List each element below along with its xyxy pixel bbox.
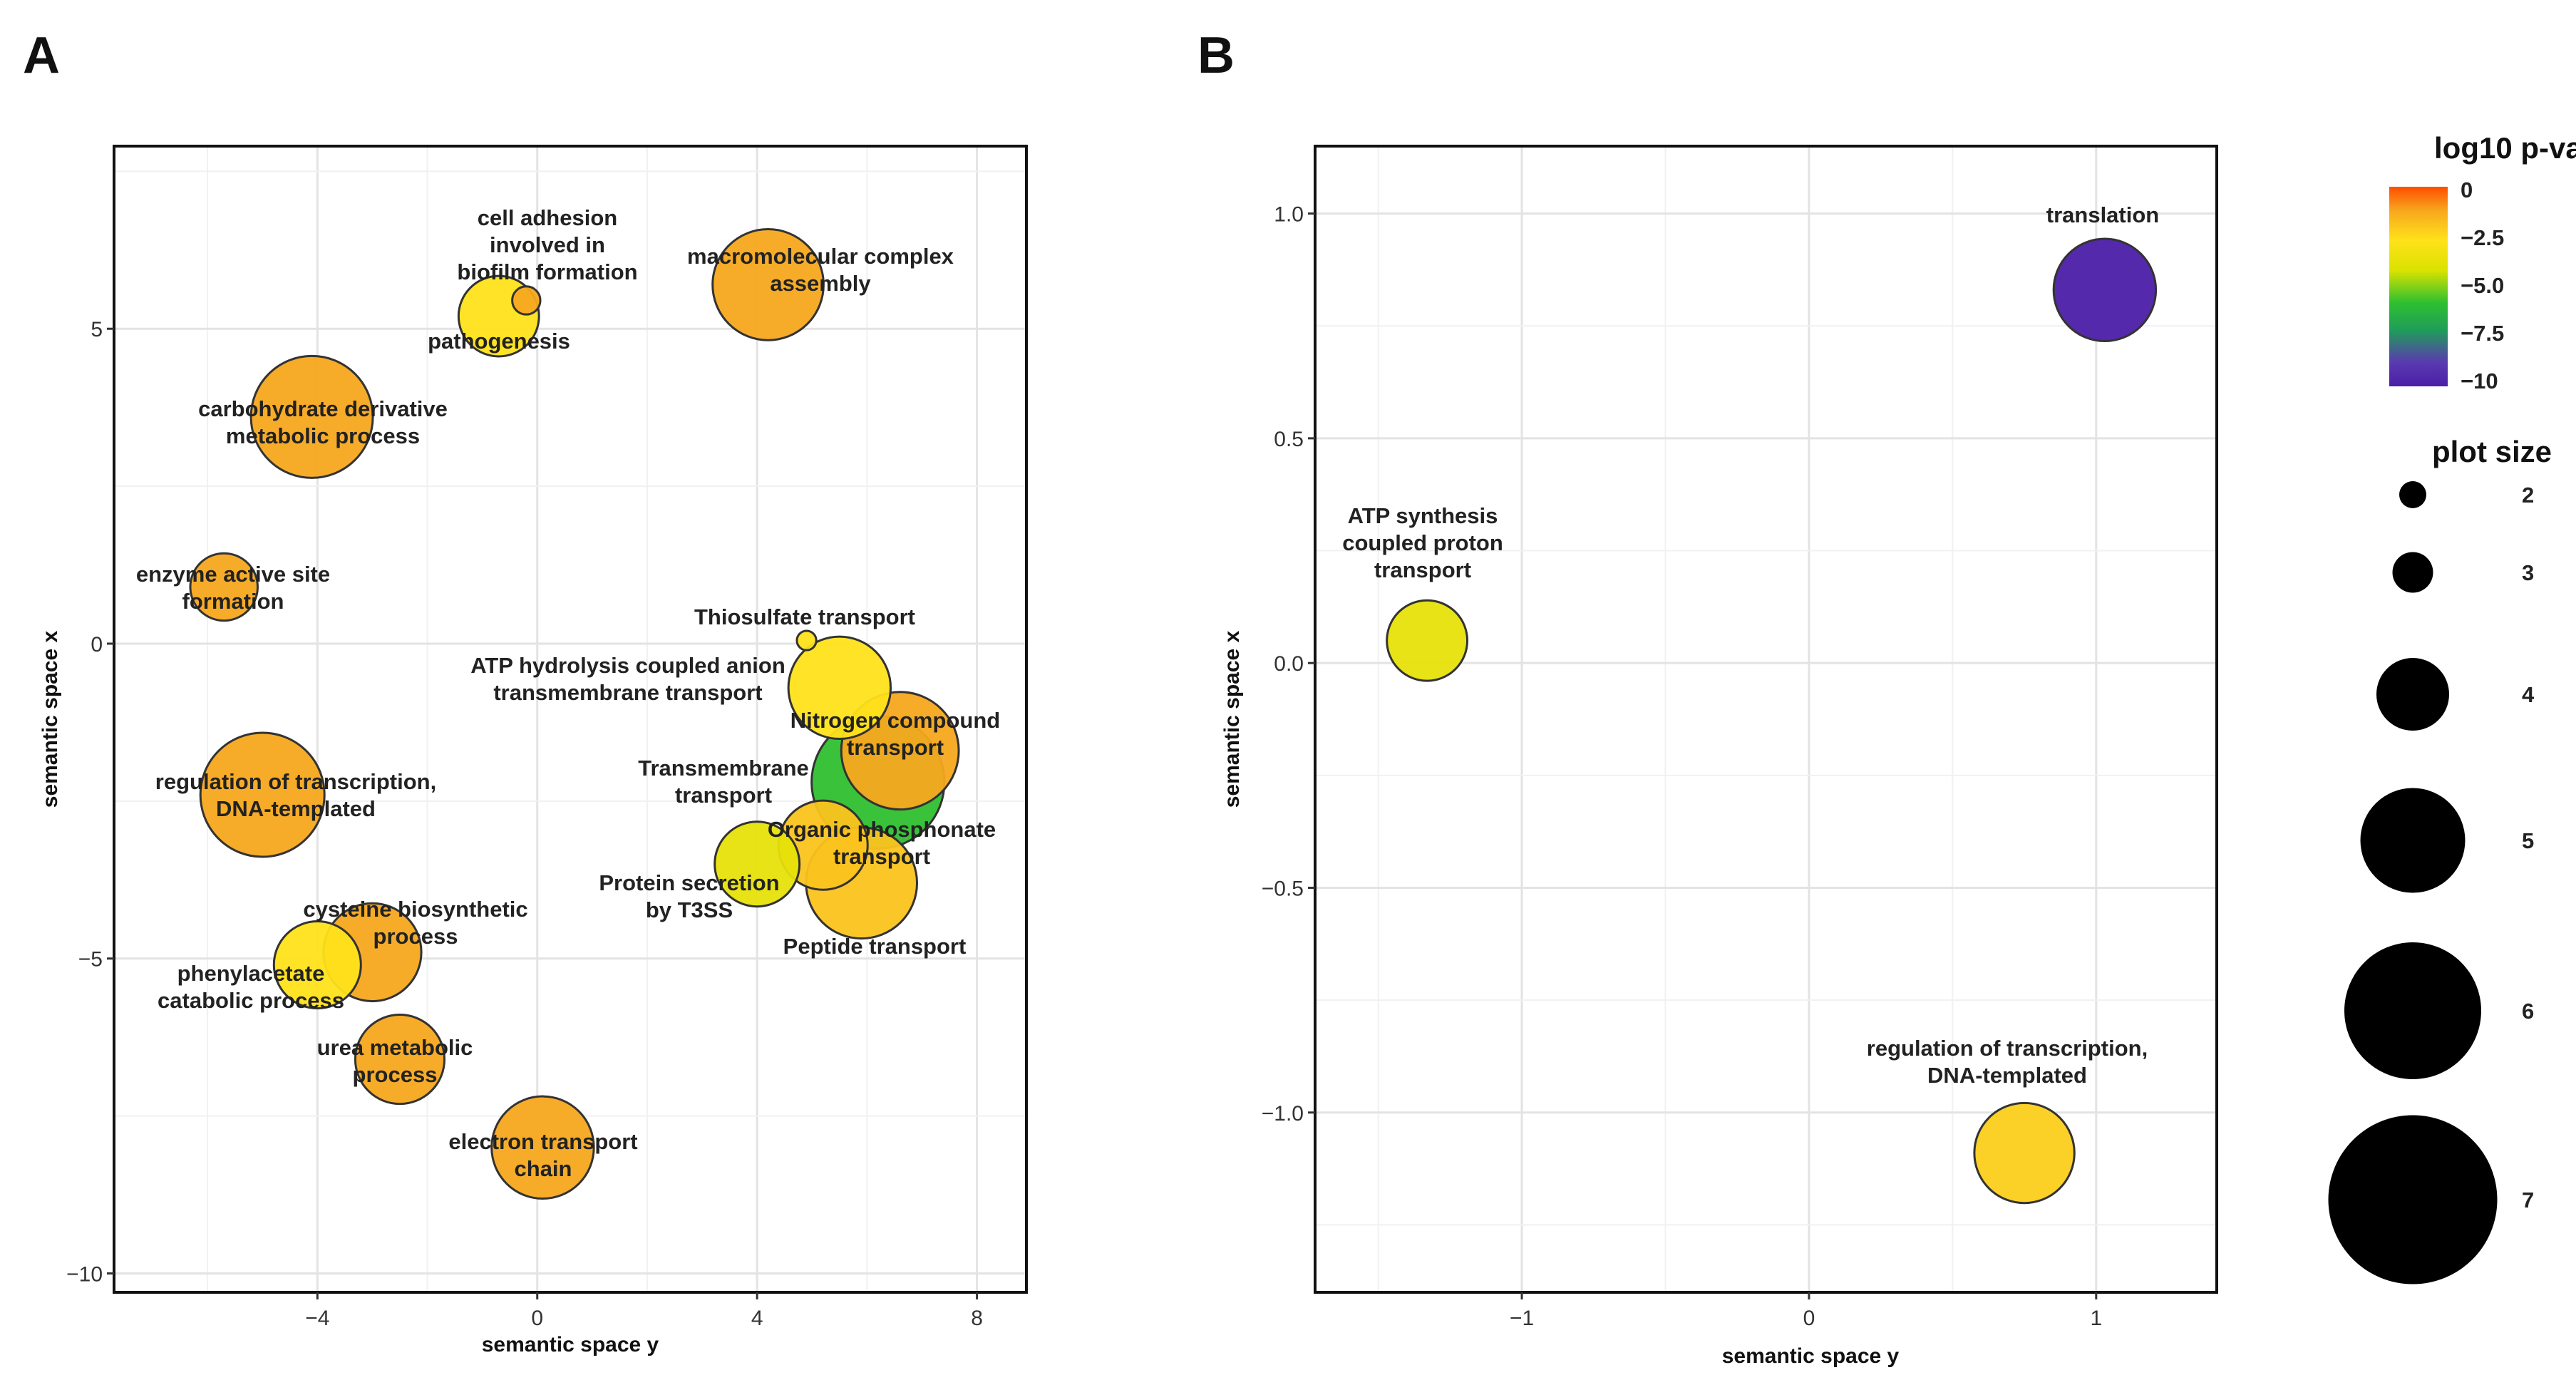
term-label: ATP synthesis coupled proton transport: [1342, 503, 1503, 582]
y-tick-label: −10: [66, 1262, 103, 1286]
panel-a-label: A: [23, 27, 60, 84]
bubble-point: [199, 731, 326, 858]
panel-b-label: B: [1197, 27, 1235, 84]
size-legend-circle: [2328, 1115, 2498, 1284]
y-tick-label: −0.5: [1262, 877, 1304, 900]
bubble-point: [354, 1014, 446, 1106]
y-tick-label: 5: [91, 318, 103, 341]
size-legend-label: 5: [2522, 828, 2534, 853]
panel-a-bubbles: [189, 228, 960, 1200]
panel-b-y-ticks: −1.0 −0.5 0.0 0.5 1.0: [1262, 203, 1315, 1126]
panel-b-x-ticks: −1 0 1: [1510, 1292, 2102, 1330]
panel-b-chart: translation ATP synthesis coupled proton tr…: [1220, 145, 2218, 1368]
y-tick-label: 1.0: [1274, 203, 1304, 227]
bubble-point: [2052, 237, 2158, 343]
color-bar-ticks: 0 −2.5 −5.0 −7.5 −10: [2448, 177, 2504, 393]
term-label: ATP hydrolysis coupled anion transmembran…: [470, 653, 785, 705]
x-tick-label: −1: [1510, 1307, 1534, 1330]
bubble-point: [1973, 1101, 2076, 1205]
panel-a-chart: cell adhesion involved in biofilm formatio…: [38, 145, 1028, 1356]
y-tick-label: −1.0: [1262, 1102, 1304, 1126]
size-legend-entries: 2 3 4 5 6 7: [2328, 481, 2535, 1284]
panel-a-term-labels: cell adhesion involved in biofilm formatio…: [136, 205, 1000, 1181]
term-label: Organic phosphonate transport: [768, 817, 996, 869]
color-legend-title: log10 p-value: [2434, 131, 2576, 165]
color-bar-tick-label: −10: [2461, 369, 2498, 393]
size-legend-circle: [2360, 788, 2466, 893]
term-label: enzyme active site formation: [136, 562, 330, 614]
bubble-point: [795, 629, 818, 652]
term-label: electron transport chain: [448, 1129, 637, 1181]
y-tick-label: 0.0: [1274, 652, 1304, 676]
color-bar-tick-label: −7.5: [2461, 321, 2504, 346]
term-label: cysteine biosynthetic process: [303, 897, 527, 949]
panel-b-bubbles: [1386, 237, 2158, 1205]
panel-b-term-labels: translation ATP synthesis coupled proton tr…: [1342, 202, 2159, 1088]
x-tick-label: 4: [751, 1307, 763, 1330]
color-bar-tick-label: 0: [2461, 177, 2473, 202]
term-label: regulation of transcription, DNA-template…: [155, 769, 436, 821]
term-label: Nitrogen compound transport: [790, 708, 1000, 760]
term-label: macromolecular complex assembly: [687, 244, 954, 296]
size-legend-circle: [2392, 552, 2433, 593]
size-legend-label: 7: [2522, 1188, 2534, 1212]
term-label: translation: [2046, 202, 2159, 227]
y-tick-label: 0: [91, 633, 103, 656]
bubble-point: [249, 354, 374, 479]
bubble-point: [272, 920, 362, 1010]
x-tick-label: 1: [2090, 1307, 2102, 1330]
size-legend-label: 6: [2522, 999, 2534, 1024]
size-legend-circle: [2344, 942, 2481, 1079]
x-tick-label: 8: [971, 1307, 983, 1330]
color-bar-tick-label: −5.0: [2461, 273, 2504, 298]
legend: log10 p-value 0 −2.5 −5.0 −7.5 −10 plot size…: [2328, 131, 2576, 1284]
term-label: regulation of transcription, DNA-template…: [1867, 1036, 2148, 1088]
size-legend-label: 4: [2522, 682, 2535, 707]
x-tick-label: −4: [305, 1307, 329, 1330]
bubble-point: [189, 552, 259, 622]
size-legend-circle: [2376, 658, 2449, 731]
panel-a-y-ticks: −10 −5 0 5: [66, 318, 114, 1286]
panel-b-y-axis-title: semantic space x: [1220, 630, 1244, 808]
size-legend-label: 3: [2522, 560, 2534, 585]
bubble-point: [711, 228, 825, 341]
panel-a-x-axis-title: semantic space y: [482, 1333, 659, 1356]
bubble-point: [490, 1095, 595, 1200]
term-label: Protein secretion by T3SS: [599, 870, 779, 922]
panel-a-y-axis-title: semantic space x: [38, 630, 62, 808]
bubble-point: [713, 820, 801, 908]
x-tick-label: 0: [1803, 1307, 1815, 1330]
bubble-point: [1386, 599, 1469, 682]
size-legend-title: plot size: [2432, 435, 2552, 468]
term-label: Thiosulfate transport: [694, 604, 915, 629]
y-tick-label: 0.5: [1274, 428, 1304, 451]
size-legend-label: 2: [2522, 483, 2534, 508]
panel-a-frame: [113, 145, 1028, 1294]
term-label: urea metabolic process: [317, 1035, 473, 1087]
term-label: Transmembrane transport: [638, 756, 809, 808]
term-label: phenylacetate catabolic process: [158, 961, 344, 1013]
bubble-point: [511, 285, 542, 316]
bubble-point: [787, 635, 892, 741]
size-legend-circle: [2399, 481, 2426, 508]
y-tick-label: −5: [78, 948, 103, 972]
panel-b-x-axis-title: semantic space y: [1722, 1344, 1900, 1368]
term-label: pathogenesis: [428, 329, 570, 354]
panel-a-x-ticks: −4 0 4 8: [305, 1292, 983, 1330]
color-bar: [2389, 187, 2448, 386]
color-bar-tick-label: −2.5: [2461, 225, 2504, 250]
term-label: Peptide transport: [783, 934, 967, 959]
panel-b-frame: [1314, 145, 2218, 1294]
term-label: cell adhesion involved in biofilm formatio…: [457, 205, 637, 284]
x-tick-label: 0: [531, 1307, 543, 1330]
term-label: carbohydrate derivative metabolic process: [198, 396, 448, 448]
